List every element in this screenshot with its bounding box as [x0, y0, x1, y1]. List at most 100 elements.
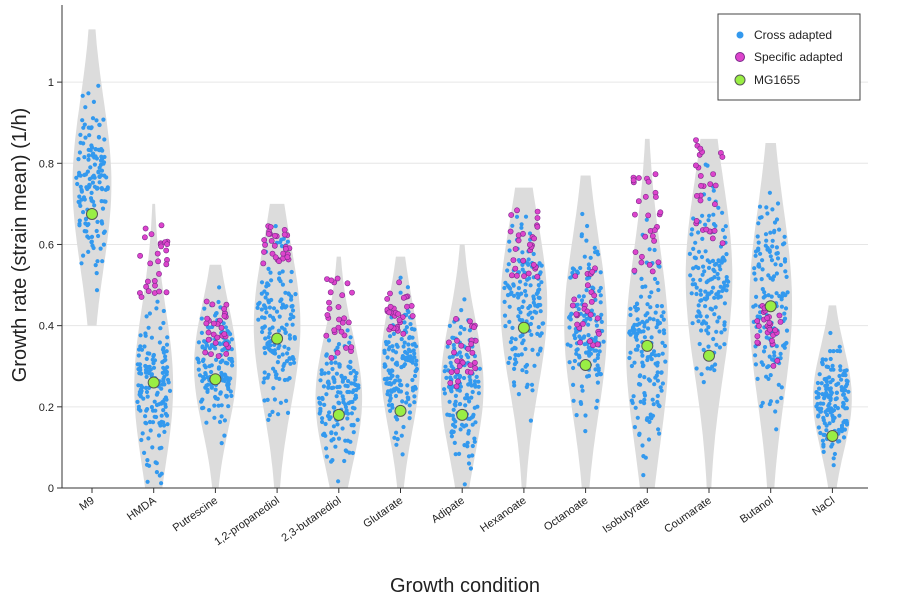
cross-adapted-point — [656, 287, 661, 293]
cross-adapted-point — [403, 349, 408, 355]
cross-adapted-point — [286, 292, 292, 297]
cross-adapted-point — [165, 335, 170, 340]
cross-adapted-point — [519, 352, 524, 357]
cross-adapted-point — [467, 328, 472, 333]
cross-adapted-point — [276, 354, 282, 359]
cross-adapted-point — [101, 117, 106, 122]
cross-adapted-point — [694, 285, 699, 290]
cross-adapted-point — [782, 311, 787, 316]
cross-adapted-point — [837, 439, 842, 444]
cross-adapted-point — [651, 317, 656, 322]
cross-adapted-point — [776, 382, 781, 387]
cross-adapted-point — [83, 105, 88, 110]
cross-adapted-point — [518, 310, 523, 315]
mg1655-point — [147, 376, 160, 389]
cross-adapted-point — [519, 222, 524, 227]
cross-adapted-point — [714, 342, 719, 347]
cross-adapted-point — [147, 463, 152, 468]
cross-adapted-point — [324, 392, 329, 397]
cross-adapted-point — [521, 299, 526, 304]
cross-adapted-point — [256, 317, 261, 322]
cross-adapted-point — [86, 125, 91, 130]
cross-adapted-point — [83, 221, 88, 226]
cross-adapted-point — [288, 316, 293, 321]
cross-adapted-point — [534, 291, 539, 296]
cross-adapted-point — [202, 363, 207, 368]
specific-adapted-point — [396, 279, 402, 286]
cross-adapted-point — [161, 408, 166, 413]
mg1655-point — [764, 300, 777, 313]
cross-adapted-point — [284, 398, 289, 403]
specific-adapted-point — [777, 318, 784, 325]
cross-adapted-point — [657, 404, 662, 409]
cross-adapted-point — [699, 254, 705, 260]
cross-adapted-point — [576, 307, 581, 312]
cross-adapted-point — [766, 376, 771, 381]
cross-adapted-point — [144, 314, 149, 319]
specific-adapted-point — [154, 250, 161, 257]
cross-adapted-point — [703, 249, 708, 254]
cross-adapted-point — [338, 390, 343, 395]
cross-adapted-point — [704, 314, 710, 319]
cross-adapted-point — [711, 285, 716, 290]
cross-adapted-point — [723, 224, 728, 229]
cross-adapted-point — [468, 466, 473, 471]
specific-adapted-point — [215, 353, 222, 359]
cross-adapted-point — [584, 238, 589, 243]
specific-adapted-point — [465, 345, 472, 352]
cross-adapted-point — [634, 333, 639, 338]
specific-adapted-point — [632, 249, 639, 255]
cross-adapted-point — [511, 282, 516, 287]
cross-adapted-point — [631, 324, 636, 330]
cross-adapted-point — [161, 377, 166, 382]
cross-adapted-point — [335, 385, 340, 390]
cross-adapted-point — [345, 328, 350, 333]
cross-adapted-point — [333, 444, 338, 449]
cross-adapted-point — [152, 399, 157, 404]
cross-adapted-point — [289, 269, 294, 275]
cross-adapted-point — [143, 331, 148, 336]
cross-adapted-point — [86, 249, 91, 254]
cross-adapted-point — [639, 349, 644, 354]
specific-adapted-point — [396, 317, 403, 323]
cross-adapted-point — [632, 425, 638, 430]
cross-adapted-point — [138, 333, 143, 338]
cross-adapted-point — [598, 300, 603, 305]
specific-adapted-point — [652, 171, 659, 178]
cross-adapted-point — [385, 355, 390, 360]
specific-adapted-point — [271, 232, 278, 239]
specific-adapted-point — [210, 320, 217, 327]
cross-adapted-point — [659, 314, 664, 319]
cross-adapted-point — [154, 470, 159, 475]
cross-adapted-point — [394, 442, 399, 447]
cross-adapted-point — [81, 125, 86, 130]
cross-adapted-point — [770, 244, 775, 249]
cross-adapted-point — [78, 184, 83, 189]
cross-adapted-point — [472, 436, 477, 441]
cross-adapted-point — [655, 370, 660, 375]
cross-adapted-point — [642, 335, 648, 340]
cross-adapted-point — [350, 450, 355, 456]
cross-adapted-point — [720, 227, 726, 233]
specific-adapted-point — [645, 212, 652, 219]
cross-adapted-point — [332, 377, 337, 382]
mg1655-point — [456, 408, 469, 421]
specific-adapted-point — [649, 233, 656, 239]
cross-adapted-point — [329, 360, 334, 365]
cross-adapted-point — [256, 302, 261, 307]
specific-adapted-point — [527, 241, 533, 248]
cross-adapted-point — [329, 430, 334, 435]
cross-adapted-point — [450, 354, 455, 359]
cross-adapted-point — [449, 434, 454, 439]
cross-adapted-point — [649, 335, 654, 340]
cross-adapted-point — [464, 352, 469, 357]
cross-adapted-point — [530, 347, 535, 352]
cross-adapted-point — [689, 232, 694, 237]
cross-adapted-point — [90, 175, 95, 180]
cross-adapted-point — [458, 331, 463, 336]
specific-adapted-point — [148, 231, 155, 238]
x-tick-label: Hexanoate — [478, 495, 528, 535]
cross-adapted-point — [162, 429, 167, 434]
cross-adapted-point — [834, 390, 840, 395]
specific-adapted-point — [651, 237, 657, 244]
